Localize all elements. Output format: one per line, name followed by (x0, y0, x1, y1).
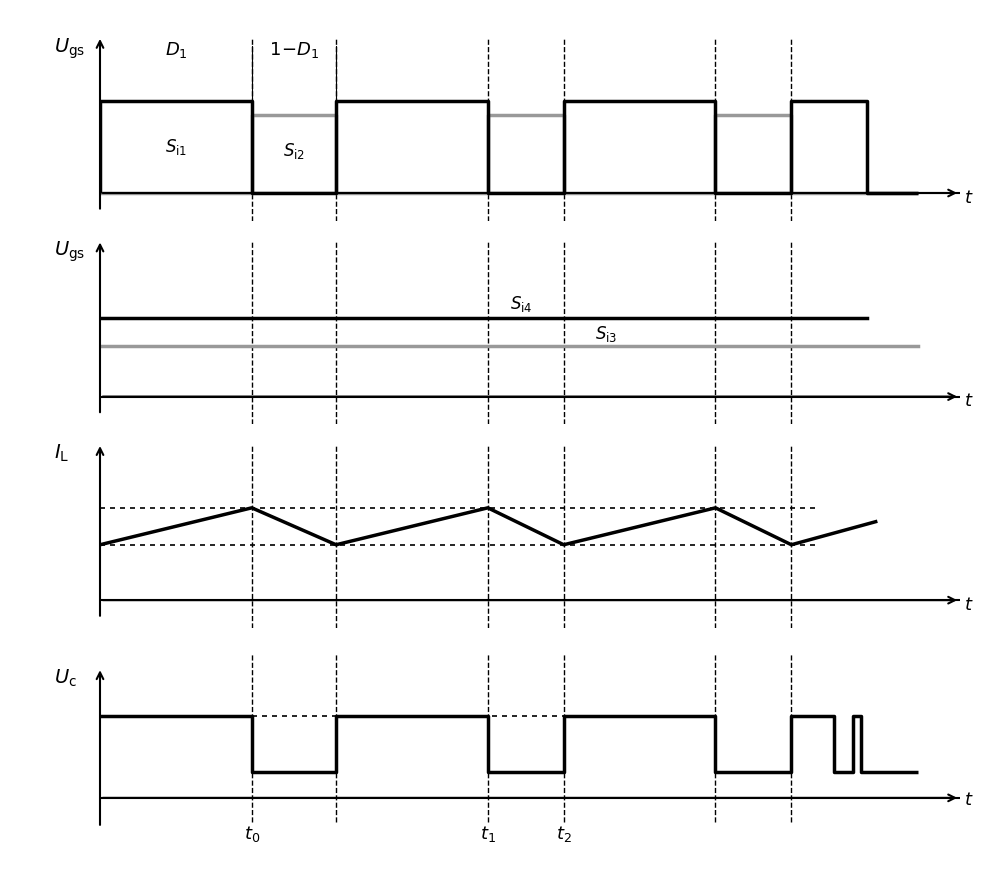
Text: $S_{\mathrm{i2}}$: $S_{\mathrm{i2}}$ (283, 141, 305, 162)
Text: $S_{\mathrm{i1}}$: $S_{\mathrm{i1}}$ (165, 137, 187, 156)
Text: $S_{\mathrm{i3}}$: $S_{\mathrm{i3}}$ (595, 324, 617, 344)
Text: $1\!-\!D_1$: $1\!-\!D_1$ (269, 40, 319, 60)
Text: $t_0$: $t_0$ (244, 824, 260, 844)
Text: $t_2$: $t_2$ (556, 824, 572, 844)
Text: $t$: $t$ (964, 189, 974, 207)
Text: $t_1$: $t_1$ (480, 824, 496, 844)
Text: $U_{\mathrm{c}}$: $U_{\mathrm{c}}$ (54, 667, 77, 688)
Text: $I_{\mathrm{L}}$: $I_{\mathrm{L}}$ (54, 443, 69, 465)
Text: $t$: $t$ (964, 392, 974, 410)
Text: $S_{\mathrm{i4}}$: $S_{\mathrm{i4}}$ (510, 294, 533, 315)
Text: $t$: $t$ (964, 791, 974, 809)
Text: $U_{\mathrm{gs}}$: $U_{\mathrm{gs}}$ (54, 240, 85, 264)
Text: $U_{\mathrm{gs}}$: $U_{\mathrm{gs}}$ (54, 36, 85, 61)
Text: $D_1$: $D_1$ (165, 40, 187, 60)
Text: $t$: $t$ (964, 595, 974, 614)
